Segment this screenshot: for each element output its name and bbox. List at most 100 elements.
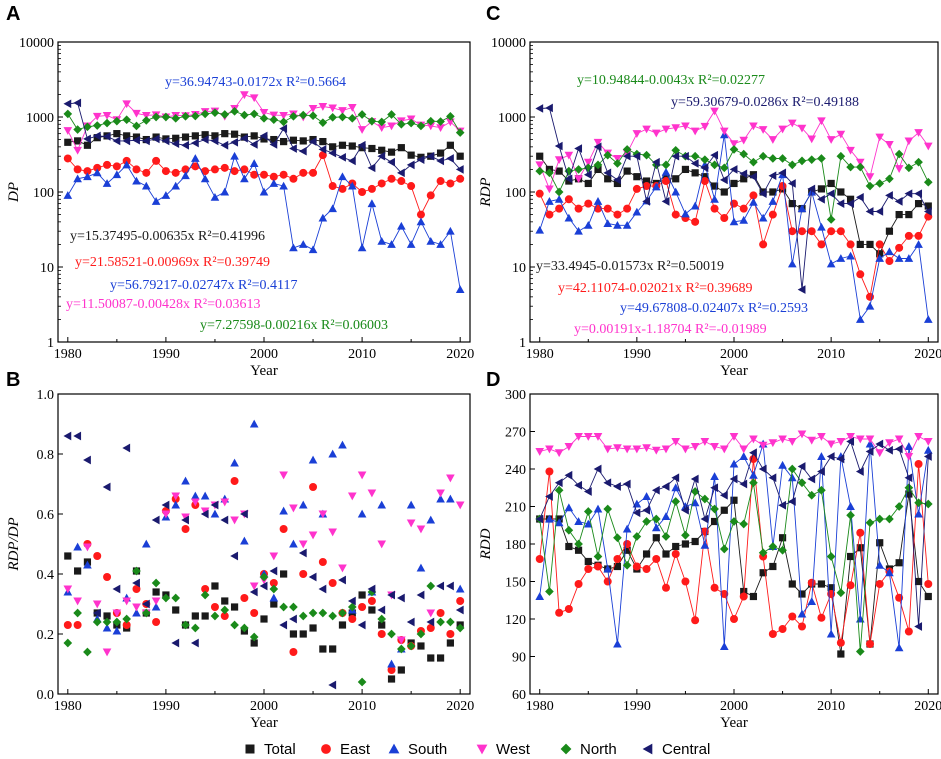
point-west-2000 <box>729 140 739 149</box>
point-north-2013 <box>855 647 865 656</box>
point-total-2006 <box>319 137 327 146</box>
point-south-2019 <box>914 240 923 248</box>
point-south-1984 <box>102 179 112 187</box>
point-central-1998 <box>240 133 248 143</box>
point-north-2006 <box>787 160 797 170</box>
point-total-2001 <box>270 600 278 608</box>
point-central-2000 <box>259 131 268 141</box>
point-total-2005 <box>309 624 317 632</box>
point-east-2000 <box>730 199 738 208</box>
point-east-1984 <box>574 204 583 213</box>
point-north-1993 <box>661 532 671 541</box>
point-north-2006 <box>318 118 328 127</box>
point-north-1996 <box>690 151 700 161</box>
legend-marker-south <box>388 743 400 754</box>
point-north-2016 <box>885 514 894 524</box>
point-west-2008 <box>338 107 347 115</box>
point-south-1996 <box>690 201 700 210</box>
point-central-1984 <box>574 480 583 490</box>
point-east-1988 <box>613 210 622 219</box>
point-north-1994 <box>671 145 681 155</box>
point-east-2011 <box>836 227 845 236</box>
panel-d: 1980 1990 2000 2010 2020 60 90 120 150 180 210 240 2… <box>478 388 941 731</box>
point-north-2014 <box>865 518 875 528</box>
point-total-1989 <box>623 167 631 175</box>
point-south-1991 <box>171 181 181 190</box>
point-north-1994 <box>200 109 210 119</box>
point-south-2001 <box>269 593 279 602</box>
point-central-2010 <box>357 140 366 150</box>
x-tick-label: 2000 <box>720 347 748 362</box>
point-east-1996 <box>691 616 700 625</box>
data-layer <box>63 91 465 294</box>
point-south-1998 <box>710 194 719 203</box>
point-east-1992 <box>652 555 661 563</box>
point-total-2003 <box>289 136 298 144</box>
point-south-2017 <box>894 643 904 652</box>
legend-item-north: North <box>560 741 617 758</box>
point-total-2009 <box>817 185 826 193</box>
point-west-1989 <box>151 597 161 606</box>
legend-label-east: East <box>340 741 371 758</box>
point-east-1999 <box>720 590 729 598</box>
point-total-1997 <box>701 173 709 181</box>
point-west-2018 <box>904 137 914 146</box>
point-west-1985 <box>583 158 593 167</box>
point-east-2017 <box>895 243 904 252</box>
x-axis-label: Year <box>250 715 278 731</box>
point-west-2014 <box>397 636 406 645</box>
point-east-2005 <box>309 483 318 491</box>
point-east-2015 <box>875 580 884 588</box>
point-east-1989 <box>623 540 632 548</box>
point-east-1981 <box>73 165 82 174</box>
annotation-a-1: y=15.37495-0.00635x R²=0.41996 <box>70 229 265 244</box>
point-north-1980 <box>63 109 73 119</box>
point-central-2013 <box>855 467 864 476</box>
point-central-2003 <box>758 189 767 198</box>
point-west-2017 <box>426 609 436 618</box>
point-east-2000 <box>260 170 268 179</box>
point-total-2018 <box>905 210 913 219</box>
point-central-2019 <box>914 622 923 631</box>
point-central-2007 <box>328 680 337 690</box>
point-north-1998 <box>710 160 719 170</box>
legend-label-south: South <box>408 741 447 758</box>
point-total-2008 <box>338 621 347 629</box>
point-south-1982 <box>554 518 564 527</box>
point-west-2005 <box>778 435 787 444</box>
point-central-2016 <box>885 191 893 200</box>
point-central-1988 <box>613 482 621 491</box>
point-central-1999 <box>249 140 258 149</box>
point-east-2010 <box>358 188 367 196</box>
point-west-2016 <box>416 525 426 534</box>
point-south-1987 <box>132 176 141 185</box>
point-west-2012 <box>377 540 387 549</box>
point-north-2013 <box>387 629 396 639</box>
point-total-2018 <box>436 149 445 157</box>
point-south-1985 <box>583 519 593 528</box>
point-south-2016 <box>416 217 426 226</box>
point-central-2007 <box>797 285 806 294</box>
point-south-2003 <box>289 243 298 252</box>
y-axis-label: RDP/DP <box>6 517 22 571</box>
point-central-2018 <box>436 581 445 591</box>
point-east-1994 <box>671 210 680 219</box>
point-east-2015 <box>407 182 416 191</box>
point-south-2018 <box>436 240 445 248</box>
point-north-2015 <box>875 514 885 524</box>
point-west-1990 <box>632 130 642 138</box>
point-north-1998 <box>710 504 719 514</box>
point-north-2019 <box>914 498 923 508</box>
point-central-2006 <box>787 179 796 188</box>
point-total-2018 <box>436 654 445 662</box>
point-north-1989 <box>622 560 632 570</box>
point-north-2000 <box>729 145 739 154</box>
point-central-2003 <box>289 614 297 624</box>
point-west-2013 <box>855 158 865 167</box>
point-north-1994 <box>671 497 681 506</box>
point-south-1993 <box>661 512 671 520</box>
point-total-1987 <box>604 175 612 183</box>
point-east-2017 <box>426 191 435 200</box>
point-north-2011 <box>836 588 846 598</box>
point-west-1981 <box>545 445 554 454</box>
